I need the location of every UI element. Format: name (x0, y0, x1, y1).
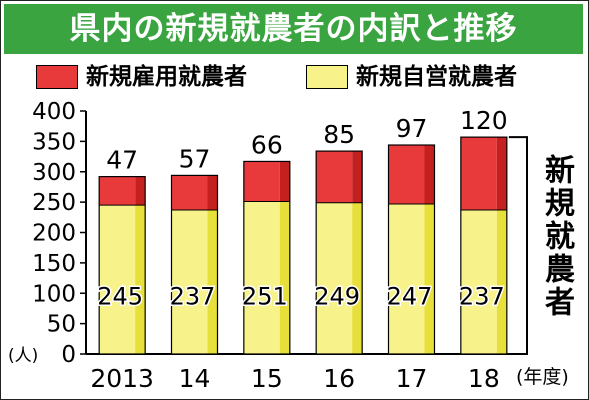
value-label-employed: 120 (460, 106, 508, 135)
x-tick-label: 14 (179, 364, 211, 393)
x-tick-label: 15 (251, 364, 283, 393)
value-label-self: 247 (387, 282, 433, 310)
y-tick-label: 50 (47, 312, 76, 338)
title-bar: 県内の新規就農者の内訳と推移 (4, 4, 583, 54)
total-bracket (508, 136, 528, 355)
bar-employed-side (496, 137, 507, 211)
value-label-employed: 66 (251, 130, 283, 159)
value-label-self: 237 (170, 282, 216, 310)
bar-employed (243, 161, 280, 202)
bar-employed (388, 145, 425, 204)
bar-self-side (424, 203, 435, 354)
bar-employed-side (352, 151, 363, 203)
value-label-self: 249 (314, 282, 360, 310)
y-tick-label: 0 (61, 342, 76, 368)
y-tick-label: 350 (32, 129, 76, 155)
bar-outline (98, 176, 146, 355)
bar-self (460, 210, 497, 354)
bar-self (388, 203, 425, 354)
legend-label-self: 新規自営就農者 (356, 64, 517, 90)
x-axis-unit: (年度) (516, 366, 569, 388)
x-tick-label: 16 (323, 364, 355, 393)
legend-swatch-employed (36, 65, 78, 89)
value-label-self: 237 (459, 282, 505, 310)
x-tick-label: 2013 (90, 364, 154, 393)
bar-outline (243, 160, 291, 355)
bar-self (171, 210, 208, 354)
bar-employed-side (207, 175, 218, 211)
bar-self (243, 201, 280, 354)
bar-employed (99, 176, 136, 206)
bar-self-side (496, 210, 507, 354)
y-axis-unit: (人) (8, 346, 39, 366)
legend-swatch-self (306, 65, 348, 89)
x-tick-label: 17 (396, 364, 428, 393)
y-tick-label: 100 (32, 281, 76, 307)
bar-employed (316, 151, 353, 203)
value-label-self: 245 (97, 282, 143, 310)
y-tick-label: 150 (32, 251, 76, 277)
bar-self-side (135, 205, 146, 354)
bar-self-side (279, 201, 290, 354)
y-tick-label: 400 (32, 99, 76, 125)
x-tick-label: 18 (468, 364, 500, 393)
bar-employed (460, 137, 497, 211)
y-tick-label: 200 (32, 221, 76, 247)
bar-self (316, 202, 353, 354)
value-label-employed: 97 (396, 114, 428, 143)
bar-self (99, 205, 136, 354)
y-tick-label: 300 (32, 160, 76, 186)
value-label-employed: 57 (179, 144, 211, 173)
bar-outline (387, 144, 436, 355)
value-label-employed: 47 (106, 146, 138, 175)
value-label-self: 251 (242, 282, 288, 310)
bar-employed-side (279, 161, 290, 202)
bar-employed-side (424, 145, 435, 204)
bar-outline (460, 136, 508, 355)
value-label-employed: 85 (323, 120, 355, 149)
bar-self-side (352, 202, 363, 354)
chart-title: 県内の新規就農者の内訳と推移 (69, 11, 518, 47)
total-bracket-label: 新規就農者 (539, 154, 574, 319)
legend-label-employed: 新規雇用就農者 (86, 64, 247, 90)
bar-employed (171, 175, 208, 211)
bar-employed-side (135, 176, 146, 206)
bar-outline (170, 174, 219, 355)
bar-outline (315, 150, 363, 355)
y-tick-label: 250 (32, 190, 76, 216)
bar-self-side (207, 210, 218, 354)
